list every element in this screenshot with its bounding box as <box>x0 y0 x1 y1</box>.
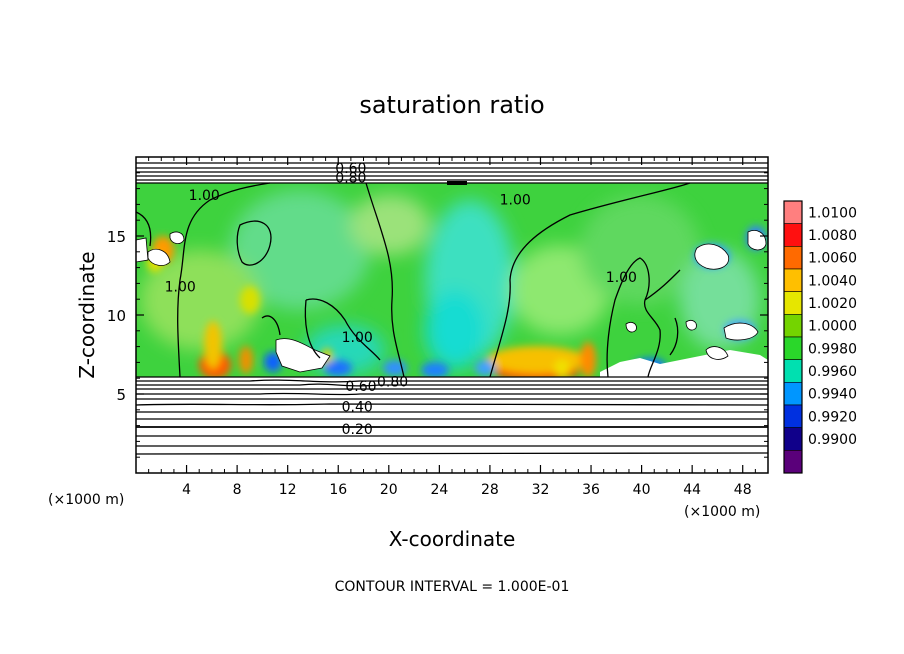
colorbar-swatch <box>783 223 803 247</box>
colorbar-swatch <box>783 427 803 451</box>
contour-label: 1.00 <box>165 280 196 296</box>
x-tick-label: 32 <box>532 482 550 498</box>
x-axis-ticks: 4 8 12 16 20 24 28 32 36 40 44 48 <box>148 157 756 498</box>
contour-lines <box>136 162 768 455</box>
colorbar-label: 1.0000 <box>808 319 857 335</box>
x-tick-label: 48 <box>734 482 752 498</box>
colorbar-label: 0.9940 <box>808 387 857 403</box>
colorbar-label: 0.9980 <box>808 341 857 357</box>
y-tick-label: 5 <box>116 386 126 404</box>
x-tick-label: 28 <box>481 482 499 498</box>
colorbar-swatch <box>783 291 803 315</box>
colorbar-label: 1.0100 <box>808 205 857 221</box>
x-tick-label: 8 <box>233 482 242 498</box>
colorbar-label: 1.0080 <box>808 228 857 244</box>
x-tick-label: 16 <box>329 482 347 498</box>
x-tick-label: 20 <box>380 482 398 498</box>
colorbar-label: 1.0040 <box>808 273 857 289</box>
y-axis-label: Z-coordinate <box>75 251 99 378</box>
x-axis-label: X-coordinate <box>389 527 516 551</box>
colorbar-swatch <box>783 246 803 270</box>
y-tick-label: 10 <box>107 307 126 325</box>
contour-labels: 0.600.801.00 1.001.001.001.000.800.600.40… <box>165 161 637 438</box>
x-tick-label: 44 <box>683 482 701 498</box>
contour-label: 0.80 <box>335 171 366 187</box>
y-axis-ticks: 5 10 15 <box>107 172 768 458</box>
colorbar-label: 0.9900 <box>808 432 857 448</box>
colorbar-frame <box>783 200 803 474</box>
saturation-field <box>136 183 768 377</box>
contour-label: 0.40 <box>342 400 373 416</box>
x-tick-label: 12 <box>279 482 297 498</box>
colorbar-swatch <box>783 336 803 360</box>
contour-label: 0.60 <box>345 379 376 395</box>
contour-interval-note: CONTOUR INTERVAL = 1.000E-01 <box>335 579 570 595</box>
colorbar-swatch <box>783 382 803 406</box>
colorbar-swatch <box>783 450 803 474</box>
contour-label: 0.20 <box>342 422 373 438</box>
colorbar-label: 1.0020 <box>808 296 857 312</box>
colorbar-label: 0.9960 <box>808 364 857 380</box>
contour-label: 1.00 <box>500 193 531 209</box>
contour-label: 1.00 <box>342 330 373 346</box>
contour-label: 0.80 <box>377 374 408 390</box>
colorbar-swatch <box>783 268 803 292</box>
contour-label: 1.00 <box>189 188 220 204</box>
colorbar-label: 0.9920 <box>808 409 857 425</box>
y-tick-label: 15 <box>107 228 126 246</box>
colorbar: 1.0100 1.0080 1.0060 1.0040 1.0020 1.0000 0.99… <box>783 200 857 474</box>
colorbar-label: 1.0060 <box>808 251 857 267</box>
colorbar-swatch <box>783 404 803 428</box>
chart-title: saturation ratio <box>359 91 544 119</box>
x-unit-left: (×1000 m) <box>48 492 124 508</box>
x-unit-right: (×1000 m) <box>684 504 760 520</box>
contour-label: 0.60 <box>335 161 366 177</box>
x-tick-label: 4 <box>182 482 191 498</box>
colorbar-swatch <box>783 314 803 338</box>
x-tick-label: 24 <box>430 482 448 498</box>
x-tick-label: 40 <box>633 482 651 498</box>
colorbar-swatch <box>783 359 803 383</box>
x-tick-label: 36 <box>582 482 600 498</box>
colorbar-swatch <box>783 200 803 224</box>
contour-label: 1.00 <box>606 270 637 286</box>
